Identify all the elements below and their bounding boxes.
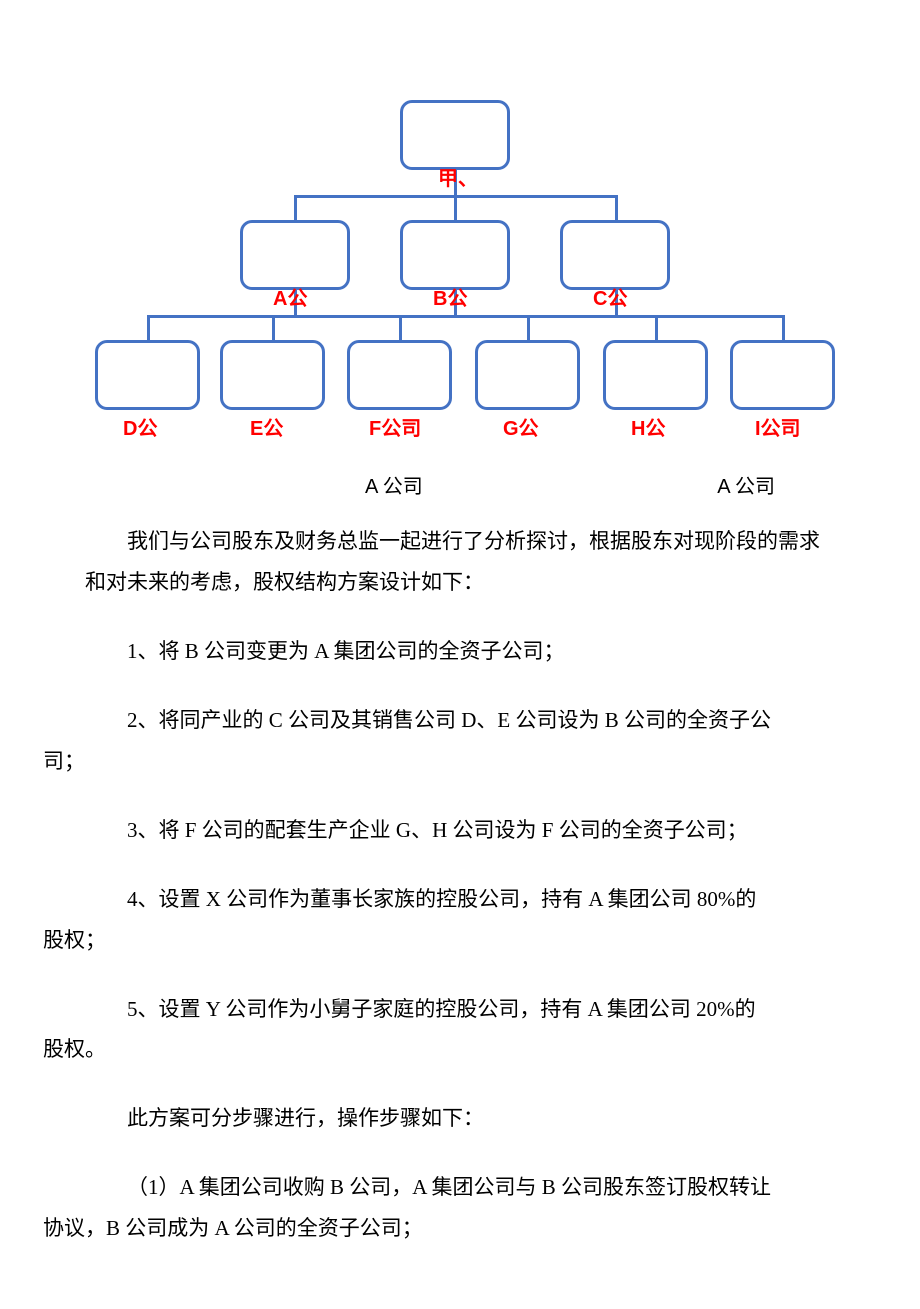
body-text: 我们与公司股东及财务总监一起进行了分析探讨，根据股东对现阶段的需求和对未来的考虑… <box>85 521 835 1249</box>
connector-10 <box>272 315 275 340</box>
connector-11 <box>399 315 402 340</box>
connector-2 <box>294 195 297 220</box>
node-h <box>603 340 708 410</box>
intro-paragraph: 我们与公司股东及财务总监一起进行了分析探讨，根据股东对现阶段的需求和对未来的考虑… <box>85 521 835 603</box>
node-label-h: H公 <box>631 412 665 441</box>
list-item-2: 2、将同产业的 C 公司及其销售公司 D、E 公司设为 B 公司的全资子公 司； <box>85 700 835 782</box>
node-label-i: I公司 <box>755 412 801 441</box>
node-label-b: B公 <box>433 282 467 311</box>
step-1: （1）A 集团公司收购 B 公司，A 集团公司与 B 公司股东签订股权转让 协议… <box>85 1167 835 1249</box>
node-f <box>347 340 452 410</box>
node-i <box>730 340 835 410</box>
footer-label-right: A 公司 <box>717 470 775 499</box>
node-root <box>400 100 510 170</box>
node-b <box>400 220 510 290</box>
list-item-4: 4、设置 X 公司作为董事长家族的控股公司，持有 A 集团公司 80%的 股权； <box>85 879 835 961</box>
connector-3 <box>454 195 457 220</box>
node-g <box>475 340 580 410</box>
li4-line1: 4、设置 X 公司作为董事长家族的控股公司，持有 A 集团公司 80%的 <box>127 887 756 911</box>
li2-line1: 2、将同产业的 C 公司及其销售公司 D、E 公司设为 B 公司的全资子公 <box>127 708 771 732</box>
footer-label-left: A 公司 <box>365 470 423 499</box>
connector-13 <box>655 315 658 340</box>
node-label-a: A公 <box>273 282 307 311</box>
node-e <box>220 340 325 410</box>
li4-line2: 股权； <box>43 920 106 961</box>
li2-line2: 司； <box>43 741 85 782</box>
node-label-d: D公 <box>123 412 157 441</box>
node-a <box>240 220 350 290</box>
node-c <box>560 220 670 290</box>
list-item-3: 3、将 F 公司的配套生产企业 G、H 公司设为 F 公司的全资子公司； <box>85 810 835 851</box>
connector-8 <box>147 315 783 318</box>
connector-12 <box>527 315 530 340</box>
connector-14 <box>782 315 785 340</box>
connector-9 <box>147 315 150 340</box>
node-label-g: G公 <box>503 412 539 441</box>
steps-intro: 此方案可分步骤进行，操作步骤如下： <box>85 1098 835 1139</box>
node-label-f: F公司 <box>369 412 421 441</box>
org-chart: 甲、 A公 B公 C公 D公 E公 F公司 G公 H公 I公司 <box>85 100 875 460</box>
node-label-root: 甲、 <box>438 162 478 191</box>
document-page: 甲、 A公 B公 C公 D公 E公 F公司 G公 H公 I公司 A 公司 A 公司 我们与公司股东… <box>0 0 920 1309</box>
s1-line2: 协议，B 公司成为 A 公司的全资子公司； <box>43 1208 423 1249</box>
li5-line2: 股权。 <box>43 1029 106 1070</box>
li5-line1: 5、设置 Y 公司作为小舅子家庭的控股公司，持有 A 集团公司 20%的 <box>127 997 756 1021</box>
node-label-e: E公 <box>250 412 283 441</box>
node-label-c: C公 <box>593 282 627 311</box>
chart-footer-row: A 公司 A 公司 <box>85 470 835 499</box>
list-item-1: 1、将 B 公司变更为 A 集团公司的全资子公司； <box>85 631 835 672</box>
connector-4 <box>615 195 618 220</box>
s1-line1: （1）A 集团公司收购 B 公司，A 集团公司与 B 公司股东签订股权转让 <box>127 1175 771 1199</box>
node-d <box>95 340 200 410</box>
list-item-5: 5、设置 Y 公司作为小舅子家庭的控股公司，持有 A 集团公司 20%的 股权。 <box>85 989 835 1071</box>
